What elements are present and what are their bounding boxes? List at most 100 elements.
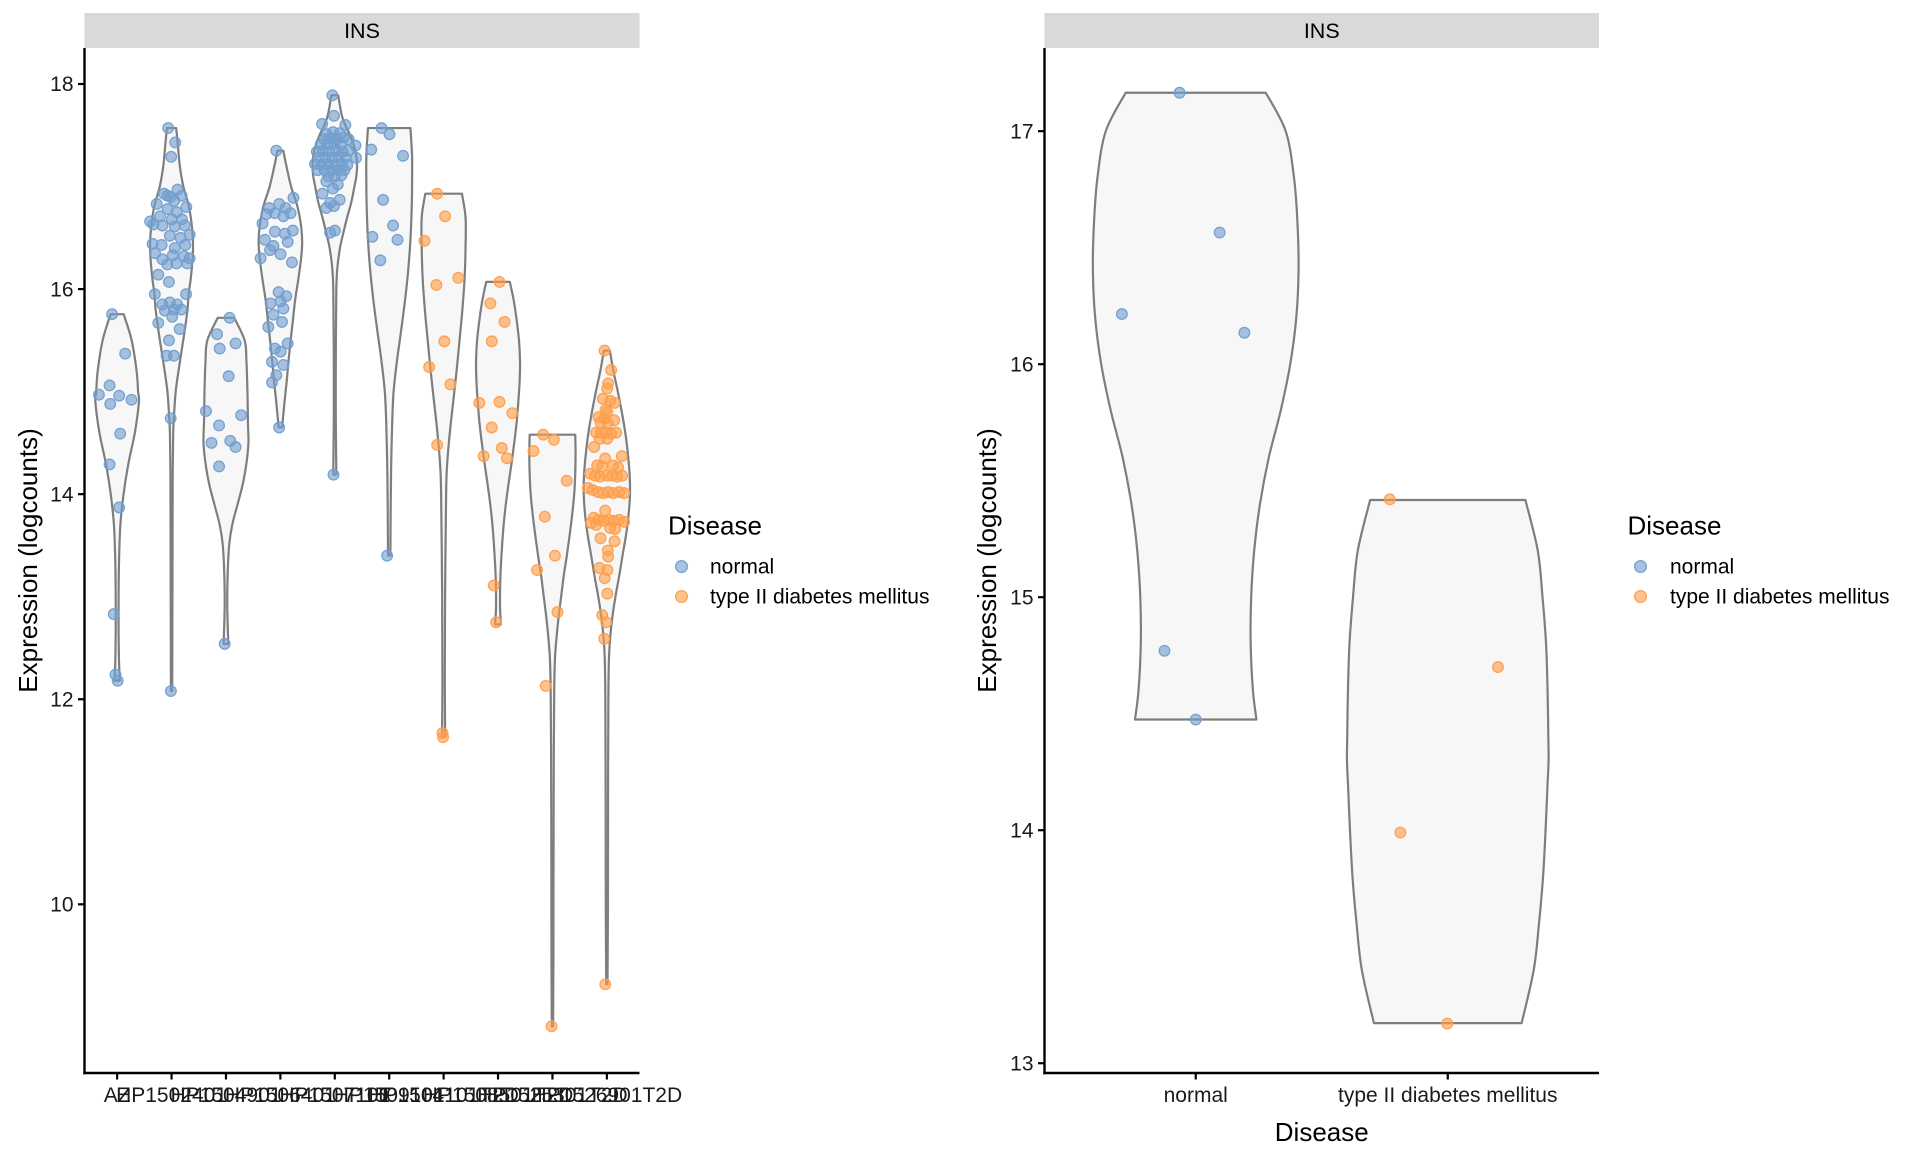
data-point xyxy=(277,302,290,315)
data-point xyxy=(1394,826,1407,839)
data-point xyxy=(320,175,333,188)
data-point xyxy=(444,378,457,391)
data-point xyxy=(327,182,339,195)
data-point xyxy=(270,144,283,157)
data-point xyxy=(438,335,451,348)
data-point xyxy=(258,233,271,246)
legend-label-normal: normal xyxy=(1670,556,1734,579)
data-point xyxy=(611,470,624,483)
data-point xyxy=(597,487,610,500)
x-tick-label: HP1507101 xyxy=(279,1084,390,1107)
data-point xyxy=(397,149,410,162)
data-point xyxy=(608,535,621,548)
data-point xyxy=(199,405,212,418)
data-point xyxy=(103,458,116,471)
data-point xyxy=(162,334,175,347)
legend-key-normal xyxy=(674,559,689,574)
data-point xyxy=(168,194,181,207)
legend-title: Disease xyxy=(668,511,762,541)
data-point xyxy=(594,532,607,545)
data-point xyxy=(222,370,235,383)
data-point xyxy=(609,523,622,535)
data-point xyxy=(113,389,126,402)
data-point xyxy=(125,393,138,406)
data-point xyxy=(148,288,161,301)
data-point xyxy=(594,470,607,483)
y-tick-label: 16 xyxy=(50,278,73,301)
data-point xyxy=(484,297,497,310)
y-tick-label: 18 xyxy=(50,73,73,96)
data-point xyxy=(1213,226,1226,239)
data-point xyxy=(213,342,226,355)
data-point xyxy=(495,442,508,454)
data-point xyxy=(320,202,333,215)
data-point xyxy=(162,122,175,135)
data-point xyxy=(498,315,511,328)
data-point xyxy=(537,428,550,441)
data-point xyxy=(547,433,560,446)
data-point xyxy=(493,395,506,408)
data-point xyxy=(590,518,603,531)
data-point xyxy=(431,438,444,451)
data-point xyxy=(598,632,611,645)
axis-layer: 1012141618AZHP1502401HP1504901HP1506401H… xyxy=(50,48,682,1107)
data-point xyxy=(167,349,180,362)
data-point xyxy=(551,606,564,619)
x-tick-label: HP1509101 xyxy=(334,1084,445,1107)
data-point xyxy=(180,288,193,301)
data-point xyxy=(487,579,500,592)
data-point xyxy=(268,225,281,238)
data-point xyxy=(602,550,615,563)
legend-key-normal xyxy=(1633,559,1648,574)
data-point xyxy=(256,217,269,230)
data-point xyxy=(618,487,631,500)
legend-label-t2d: type II diabetes mellitus xyxy=(710,586,929,609)
data-point xyxy=(180,201,193,213)
data-point xyxy=(599,978,612,991)
data-point xyxy=(418,234,431,247)
data-point xyxy=(1238,326,1251,339)
data-point xyxy=(391,233,404,246)
x-tick-label: type II diabetes mellitus xyxy=(1338,1084,1557,1107)
data-point xyxy=(155,239,168,251)
y-tick-label: 14 xyxy=(50,483,74,506)
data-point xyxy=(326,89,339,102)
data-point xyxy=(423,361,436,373)
legend-label-t2d: type II diabetes mellitus xyxy=(1670,586,1889,609)
data-point xyxy=(381,549,394,562)
violin-type II diabetes mellitus xyxy=(1345,498,1550,1025)
data-point xyxy=(601,382,614,395)
data-point xyxy=(490,616,503,629)
y-tick-label: 10 xyxy=(50,894,73,917)
data-point xyxy=(276,315,288,328)
x-tick-label: normal xyxy=(1164,1084,1228,1107)
data-point xyxy=(539,679,552,692)
data-point xyxy=(548,549,561,562)
data-point xyxy=(92,388,105,401)
data-point xyxy=(608,396,621,409)
data-point xyxy=(316,118,329,130)
data-point xyxy=(165,150,178,163)
data-point xyxy=(527,445,540,458)
violin-layer xyxy=(1091,91,1550,1025)
data-point xyxy=(477,450,490,463)
violin-normal xyxy=(1091,91,1300,721)
data-point xyxy=(205,436,218,449)
data-point xyxy=(166,310,179,323)
data-point xyxy=(229,337,242,350)
data-point xyxy=(374,254,387,267)
x-tick-label: HP1525301T2D xyxy=(477,1084,628,1107)
facet-strip-title: INS xyxy=(344,19,380,43)
y-tick-label: 13 xyxy=(1010,1052,1033,1075)
data-point xyxy=(103,379,116,392)
data-point xyxy=(262,321,275,333)
data-point xyxy=(211,328,224,341)
legend-label-normal: normal xyxy=(710,556,774,579)
data-point xyxy=(430,279,443,291)
data-point xyxy=(264,244,276,257)
y-tick-label: 14 xyxy=(1010,819,1034,842)
data-point xyxy=(375,122,388,135)
data-point xyxy=(179,239,192,251)
data-point xyxy=(601,432,614,445)
data-point xyxy=(437,731,450,744)
